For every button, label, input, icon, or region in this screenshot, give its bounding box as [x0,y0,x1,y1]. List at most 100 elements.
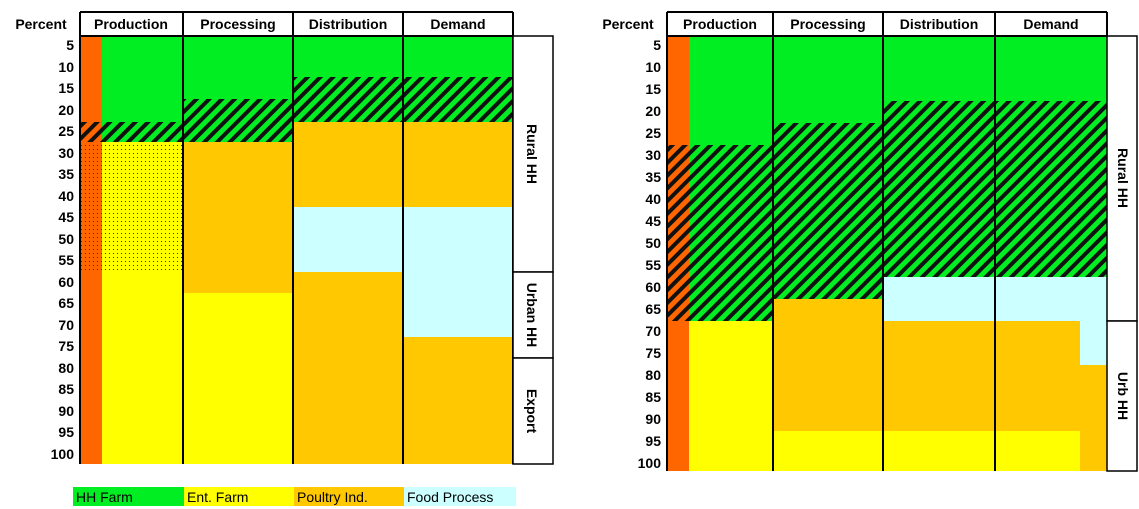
chart-1-production-hh-farm [102,36,183,122]
chart-1-tick-25: 25 [58,123,74,139]
chart-2-side-box-urb [1106,320,1138,472]
chart-1-tick-20: 20 [58,102,74,118]
chart-2-processing-hatched [773,123,883,299]
chart-1-tick-5: 5 [66,37,74,53]
chart-1-strip-dotted [80,142,102,272]
chart-2-side-label-rural: Rural HH [1115,148,1131,208]
chart-1-side-label-urban: Urban HH [524,283,540,348]
chart-1-header-processing: Processing [200,16,275,32]
chart-1-production-hatched [102,122,183,142]
chart-2-processing-ent-farm [773,431,883,471]
chart-1-tick-15: 15 [58,80,74,96]
chart-2-tick-80: 80 [645,367,661,383]
chart-2-gridlines [666,11,1108,471]
chart-1-tick-85: 85 [58,381,74,397]
chart-2-tick-15: 15 [645,81,661,97]
chart-1-bars [80,36,513,464]
chart-1-processing-hh-farm [183,36,293,99]
chart-2-strip-lower [667,321,689,471]
chart-2-tick-5: 5 [653,37,661,53]
chart-1-tick-40: 40 [58,188,74,204]
chart-1-demand-poultry-upper [403,122,513,207]
chart-2-tick-70: 70 [645,323,661,339]
chart-1-side-labels: Rural HH Urban HH Export [512,35,554,465]
chart-1-processing-ent-farm [183,293,293,464]
chart-1-header-distribution: Distribution [309,16,388,32]
chart-2-demand-food-process [995,277,1107,321]
legend-label-food-process: Food Process [407,489,493,505]
chart-1-y-ticks: 5 10 15 20 25 30 35 40 45 50 55 60 65 70… [51,37,75,462]
legend-swatch-food-process [404,487,516,506]
chart-1-percent-header: Percent [15,16,67,32]
chart-2-distribution-ent-farm [883,431,995,471]
chart-2-production-hatched [689,145,773,321]
chart-1-distribution-hh-farm [293,36,403,77]
chart-1-tick-55: 55 [58,252,74,268]
chart-1-side-box-export [512,357,554,465]
chart-2-tick-85: 85 [645,389,661,405]
chart-1-distribution-food-process [293,207,403,272]
chart-2-header-processing: Processing [790,16,865,32]
chart-2-tick-75: 75 [645,345,661,361]
chart-2-tick-20: 20 [645,103,661,119]
chart-1: Percent Production Processing Distributi… [15,11,554,506]
chart-2-tick-45: 45 [645,213,661,229]
chart-1-distribution-poultry-upper [293,122,403,207]
chart-1-headers: Percent Production Processing Distributi… [15,16,485,32]
chart-1-processing-hatched [183,99,293,142]
chart-1-tick-75: 75 [58,338,74,354]
chart-1-tick-65: 65 [58,295,74,311]
chart-1-header-production: Production [94,16,168,32]
legend-swatch-hh-farm [73,487,184,506]
chart-1-production-ent-farm [102,272,183,464]
chart-1-tick-50: 50 [58,231,74,247]
chart-1-demand-hh-farm [403,36,513,77]
chart-2-production-hh-farm [689,36,773,145]
chart-2-tick-50: 50 [645,235,661,251]
chart-2-tick-40: 40 [645,191,661,207]
chart-2-production-ent-farm [689,321,773,471]
chart-2-demand-poultry [995,321,1080,431]
chart-1-side-label-export: Export [524,389,540,434]
legend-label-poultry: Poultry Ind. [297,489,368,505]
legend-label-hh-farm: HH Farm [76,489,133,505]
legend-label-ent-farm: Ent. Farm [187,489,248,505]
chart-1-tick-35: 35 [58,166,74,182]
chart-1-production-dotted [102,142,183,272]
chart-1-tick-60: 60 [58,274,74,290]
chart-2-demand-ent-farm [995,431,1080,471]
chart-2-tick-10: 10 [645,59,661,75]
chart-2-distribution-poultry [883,321,995,431]
chart-2: Percent Production Processing Distributi… [602,11,1138,472]
chart-2-tick-55: 55 [645,257,661,273]
chart-1-strip-lower [80,272,102,464]
chart-2-demand-poultry-tail [1080,365,1107,471]
chart-2-header-production: Production [683,16,757,32]
chart-2-headers: Percent Production Processing Distributi… [602,16,1078,32]
chart-1-tick-95: 95 [58,424,74,440]
chart-1-demand-hatched [403,77,513,122]
chart-1-tick-100: 100 [51,446,75,462]
chart-2-demand-hh-farm [995,36,1107,101]
chart-2-header-distribution: Distribution [900,16,979,32]
chart-2-distribution-hatched [883,101,995,277]
chart-1-processing-poultry [183,142,293,293]
chart-1-tick-45: 45 [58,209,74,225]
chart-2-demand-food-process-tail [1080,321,1107,365]
chart-1-tick-90: 90 [58,403,74,419]
chart-2-processing-hh-farm [773,36,883,123]
chart-1-tick-10: 10 [58,59,74,75]
chart-2-bars [667,36,1107,471]
chart-2-strip-hatched [667,145,689,321]
chart-1-side-box-urban [512,271,554,359]
chart-2-processing-poultry [773,299,883,431]
legend-swatch-poultry [294,487,404,506]
chart-2-header-demand: Demand [1023,16,1078,32]
chart-2-distribution-hh-farm [883,36,995,101]
chart-2-y-ticks: 5 10 15 20 25 30 35 40 45 50 55 60 65 70… [638,37,662,471]
chart-1-tick-80: 80 [58,360,74,376]
chart-1-tick-70: 70 [58,317,74,333]
chart-2-tick-90: 90 [645,411,661,427]
chart-2-tick-30: 30 [645,147,661,163]
